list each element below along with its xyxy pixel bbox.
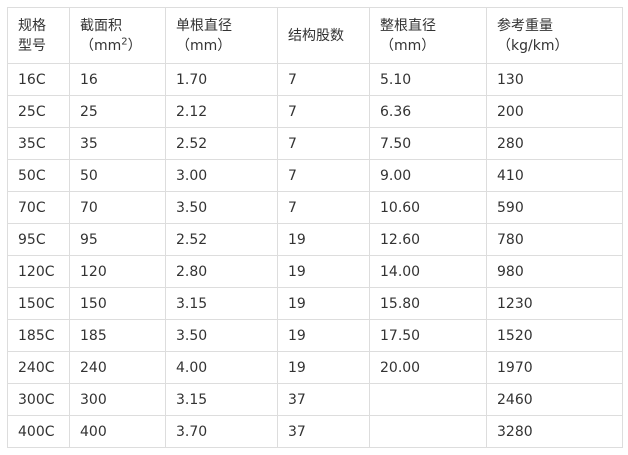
cell-cross-section: 25 bbox=[69, 95, 166, 128]
cell-strand-count: 7 bbox=[277, 191, 370, 224]
table-row: 16C 16 1.70 7 5.10 130 bbox=[7, 63, 623, 96]
table-row: 120C 120 2.80 19 14.00 980 bbox=[7, 255, 623, 288]
cell-model: 16C bbox=[7, 63, 70, 96]
cell-weight: 1520 bbox=[486, 319, 623, 352]
cell-weight: 780 bbox=[486, 223, 623, 256]
cell-strand-diameter: 2.12 bbox=[165, 95, 278, 128]
cell-strand-diameter: 2.52 bbox=[165, 127, 278, 160]
cell-overall-diameter: 5.10 bbox=[369, 63, 487, 96]
cell-strand-diameter: 4.00 bbox=[165, 351, 278, 384]
table-row: 35C 35 2.52 7 7.50 280 bbox=[7, 127, 623, 160]
cell-cross-section: 240 bbox=[69, 351, 166, 384]
cell-strand-diameter: 3.15 bbox=[165, 383, 278, 416]
cell-weight: 280 bbox=[486, 127, 623, 160]
header-cross-section: 截面积 （mm2） bbox=[69, 7, 166, 64]
cell-overall-diameter bbox=[369, 383, 487, 416]
cell-weight: 130 bbox=[486, 63, 623, 96]
cell-cross-section: 400 bbox=[69, 415, 166, 448]
table-row: 400C 400 3.70 37 3280 bbox=[7, 415, 623, 448]
cell-model: 25C bbox=[7, 95, 70, 128]
cell-model: 50C bbox=[7, 159, 70, 192]
cell-strand-count: 7 bbox=[277, 95, 370, 128]
cell-overall-diameter: 14.00 bbox=[369, 255, 487, 288]
cell-model: 120C bbox=[7, 255, 70, 288]
cell-strand-count: 7 bbox=[277, 127, 370, 160]
cell-model: 150C bbox=[7, 287, 70, 320]
cell-weight: 1230 bbox=[486, 287, 623, 320]
cell-overall-diameter: 17.50 bbox=[369, 319, 487, 352]
table-row: 70C 70 3.50 7 10.60 590 bbox=[7, 191, 623, 224]
cell-strand-count: 37 bbox=[277, 383, 370, 416]
cell-model: 400C bbox=[7, 415, 70, 448]
cell-model: 300C bbox=[7, 383, 70, 416]
cell-strand-diameter: 2.52 bbox=[165, 223, 278, 256]
cell-overall-diameter bbox=[369, 415, 487, 448]
header-model: 规格 型号 bbox=[7, 7, 70, 64]
cell-strand-diameter: 1.70 bbox=[165, 63, 278, 96]
cell-weight: 1970 bbox=[486, 351, 623, 384]
cell-overall-diameter: 6.36 bbox=[369, 95, 487, 128]
cell-cross-section: 300 bbox=[69, 383, 166, 416]
cell-weight: 200 bbox=[486, 95, 623, 128]
cell-strand-count: 19 bbox=[277, 351, 370, 384]
header-strand-diameter: 单根直径 （mm） bbox=[165, 7, 278, 64]
cell-strand-count: 19 bbox=[277, 319, 370, 352]
cell-weight: 3280 bbox=[486, 415, 623, 448]
cell-strand-diameter: 3.00 bbox=[165, 159, 278, 192]
cell-strand-count: 19 bbox=[277, 223, 370, 256]
cell-cross-section: 70 bbox=[69, 191, 166, 224]
cell-model: 185C bbox=[7, 319, 70, 352]
cell-model: 35C bbox=[7, 127, 70, 160]
spec-table: 规格 型号 截面积 （mm2） 单根直径 （mm） 结构股数 整根直径 （mm） 参考重量 （kg/… bbox=[7, 7, 623, 448]
table-row: 150C 150 3.15 19 15.80 1230 bbox=[7, 287, 623, 320]
cell-model: 240C bbox=[7, 351, 70, 384]
cell-cross-section: 150 bbox=[69, 287, 166, 320]
cell-strand-diameter: 3.50 bbox=[165, 319, 278, 352]
cell-overall-diameter: 9.00 bbox=[369, 159, 487, 192]
cell-strand-count: 19 bbox=[277, 255, 370, 288]
cell-model: 70C bbox=[7, 191, 70, 224]
header-overall-diameter: 整根直径 （mm） bbox=[369, 7, 487, 64]
cell-cross-section: 95 bbox=[69, 223, 166, 256]
cell-overall-diameter: 7.50 bbox=[369, 127, 487, 160]
cell-overall-diameter: 20.00 bbox=[369, 351, 487, 384]
cell-strand-count: 7 bbox=[277, 159, 370, 192]
cell-weight: 2460 bbox=[486, 383, 623, 416]
cell-strand-count: 7 bbox=[277, 63, 370, 96]
cell-cross-section: 16 bbox=[69, 63, 166, 96]
cell-cross-section: 50 bbox=[69, 159, 166, 192]
header-row: 规格 型号 截面积 （mm2） 单根直径 （mm） 结构股数 整根直径 （mm） 参考重量 （kg/… bbox=[7, 7, 623, 64]
cell-weight: 980 bbox=[486, 255, 623, 288]
cell-weight: 590 bbox=[486, 191, 623, 224]
header-weight: 参考重量 （kg/km） bbox=[486, 7, 623, 64]
cell-overall-diameter: 15.80 bbox=[369, 287, 487, 320]
table-row: 95C 95 2.52 19 12.60 780 bbox=[7, 223, 623, 256]
cell-cross-section: 185 bbox=[69, 319, 166, 352]
table-row: 240C 240 4.00 19 20.00 1970 bbox=[7, 351, 623, 384]
header-strand-count: 结构股数 bbox=[277, 7, 370, 64]
cell-cross-section: 35 bbox=[69, 127, 166, 160]
cell-overall-diameter: 10.60 bbox=[369, 191, 487, 224]
cell-cross-section: 120 bbox=[69, 255, 166, 288]
cell-overall-diameter: 12.60 bbox=[369, 223, 487, 256]
table-row: 50C 50 3.00 7 9.00 410 bbox=[7, 159, 623, 192]
cell-weight: 410 bbox=[486, 159, 623, 192]
table-row: 300C 300 3.15 37 2460 bbox=[7, 383, 623, 416]
cell-strand-diameter: 2.80 bbox=[165, 255, 278, 288]
cell-strand-diameter: 3.70 bbox=[165, 415, 278, 448]
cell-model: 95C bbox=[7, 223, 70, 256]
table-row: 25C 25 2.12 7 6.36 200 bbox=[7, 95, 623, 128]
cell-strand-diameter: 3.15 bbox=[165, 287, 278, 320]
cell-strand-count: 37 bbox=[277, 415, 370, 448]
table-row: 185C 185 3.50 19 17.50 1520 bbox=[7, 319, 623, 352]
cell-strand-count: 19 bbox=[277, 287, 370, 320]
cell-strand-diameter: 3.50 bbox=[165, 191, 278, 224]
